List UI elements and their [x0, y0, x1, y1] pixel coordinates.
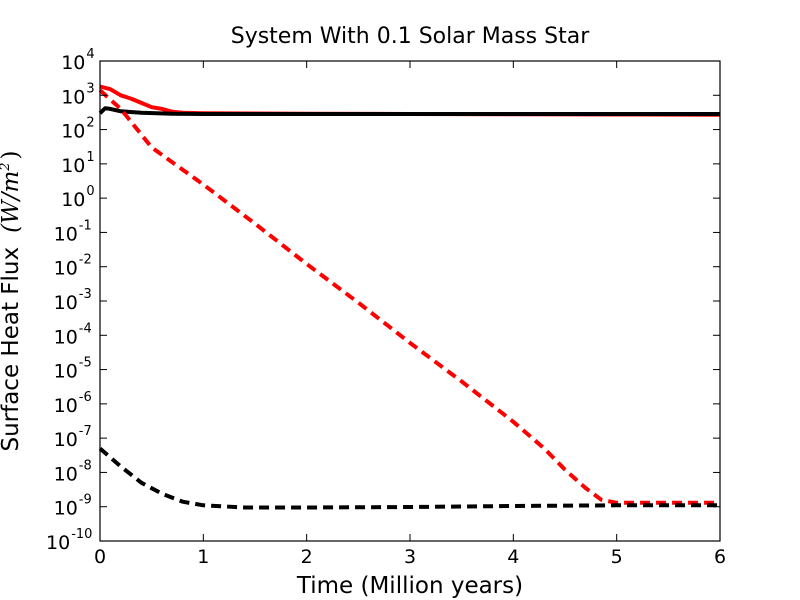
series-line-red-solid: [99, 84, 721, 117]
x-tick-label: 5: [611, 546, 623, 568]
series-line-red-dashed: [98, 88, 720, 505]
y-tick-label-base: 10: [54, 395, 78, 417]
y-tick-label-exponent: 1: [86, 150, 94, 165]
x-axis-label: Time (Million years): [296, 573, 523, 599]
x-tick-label: 4: [507, 546, 519, 568]
y-axis-unit-close: ): [0, 150, 24, 159]
chart-title: System With 0.1 Solar Mass Star: [231, 24, 590, 49]
y-tick-label-base: 10: [46, 532, 70, 554]
y-tick-label-base: 10: [61, 189, 85, 211]
y-tick-label-base: 10: [54, 326, 78, 348]
y-tick-label-base: 10: [61, 155, 85, 177]
x-tick-label: 6: [714, 546, 726, 568]
y-axis-unit: (W/m: [0, 171, 24, 233]
y-tick-label-exponent: -2: [79, 253, 92, 268]
x-tick-label: 2: [301, 546, 313, 568]
y-axis-label: Surface Heat Flux (W/m2): [0, 150, 24, 451]
y-tick-label-base: 10: [54, 429, 78, 451]
x-tick-label: 0: [94, 546, 106, 568]
y-tick-label-exponent: -9: [79, 493, 92, 508]
series-line-black-solid: [98, 106, 720, 116]
y-tick-label-exponent: 2: [86, 116, 94, 131]
x-tick-label: 1: [197, 546, 209, 568]
y-axis-unit-exponent: 2: [0, 162, 13, 171]
y-tick-label-base: 10: [54, 498, 78, 520]
y-tick-label-exponent: -4: [79, 321, 92, 336]
series-layer: [98, 84, 721, 510]
y-tick-label-exponent: 3: [86, 81, 94, 96]
tick-layer: 0 1 2 3 4 5 610-1010-910-810-710-610-510-410-3…: [46, 47, 726, 568]
y-tick-label-base: 10: [61, 121, 85, 143]
y-tick-label-exponent: -8: [79, 458, 92, 473]
x-tick-label: 3: [404, 546, 416, 568]
plot-frame: [99, 60, 721, 542]
y-tick-label-exponent: -3: [79, 287, 92, 302]
y-tick-label-exponent: -10: [71, 527, 92, 542]
y-tick-label-base: 10: [61, 52, 85, 74]
y-tick-label-base: 10: [61, 86, 85, 108]
y-tick-label-base: 10: [54, 361, 78, 383]
y-tick-label-exponent: -1: [79, 218, 92, 233]
y-tick-label-base: 10: [54, 258, 78, 280]
y-tick-label-base: 10: [54, 292, 78, 314]
y-tick-label-exponent: -5: [79, 356, 92, 371]
y-tick-label-exponent: 4: [86, 47, 94, 62]
y-tick-label-exponent: -7: [79, 424, 92, 439]
y-tick-label-base: 10: [54, 223, 78, 245]
y-tick-label-base: 10: [54, 463, 78, 485]
y-tick-label-exponent: 0: [86, 184, 94, 199]
y-tick-label-exponent: -6: [79, 390, 92, 405]
y-axis-label-text: Surface Heat Flux: [0, 247, 24, 452]
series-line-black-dashed: [98, 446, 720, 510]
